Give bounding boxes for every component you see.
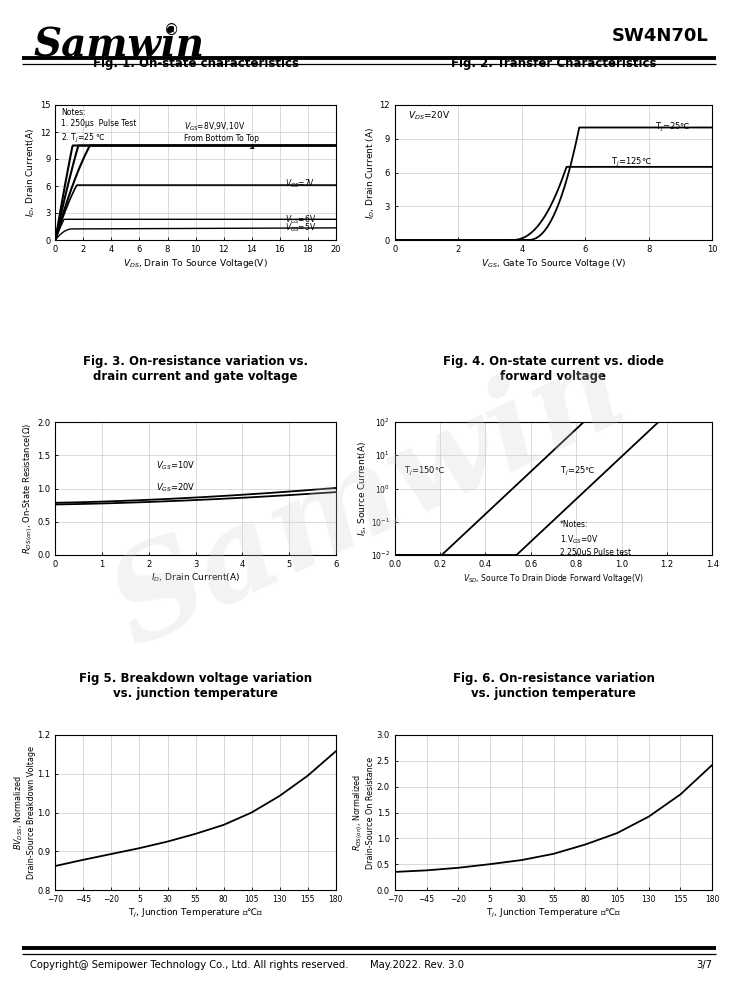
Text: $V_{GS}$=8V,9V,10V
From Bottom To Top: $V_{GS}$=8V,9V,10V From Bottom To Top (184, 121, 259, 148)
Text: 3/7: 3/7 (696, 960, 712, 970)
Text: ®: ® (164, 23, 179, 38)
Y-axis label: $I_D$, Drain Current(A): $I_D$, Drain Current(A) (24, 128, 37, 217)
X-axis label: $V_{DS}$, Drain To Source Voltage(V): $V_{DS}$, Drain To Source Voltage(V) (123, 257, 268, 270)
X-axis label: $V_{GS}$, Gate To Source Voltage (V): $V_{GS}$, Gate To Source Voltage (V) (481, 257, 626, 270)
Text: Fig 5. Breakdown voltage variation
vs. junction temperature: Fig 5. Breakdown voltage variation vs. j… (79, 672, 312, 700)
Text: T$_j$=25℃: T$_j$=25℃ (655, 121, 691, 134)
Text: $V_{GS}$=6V: $V_{GS}$=6V (286, 213, 317, 226)
Text: $V_{GS}$=10V: $V_{GS}$=10V (156, 459, 196, 472)
Text: Notes:
1. 250μs  Pulse Test
2. T$_j$=25 ℃: Notes: 1. 250μs Pulse Test 2. T$_j$=25 ℃ (61, 108, 137, 145)
Text: May.2022. Rev. 3.0: May.2022. Rev. 3.0 (370, 960, 464, 970)
Y-axis label: $I_S$, Source Current(A): $I_S$, Source Current(A) (357, 441, 370, 536)
Text: T$_j$=125℃: T$_j$=125℃ (610, 156, 652, 169)
Text: Fig. 1. On-state characteristics: Fig. 1. On-state characteristics (92, 57, 299, 70)
X-axis label: $I_D$, Drain Current(A): $I_D$, Drain Current(A) (151, 572, 240, 584)
Text: *Notes:
1.V$_{GS}$=0V
2.250uS Pulse test: *Notes: 1.V$_{GS}$=0V 2.250uS Pulse test (560, 520, 631, 557)
Y-axis label: $BV_{DSS}$, Normalized
Drain-Source Breakdown Voltage: $BV_{DSS}$, Normalized Drain-Source Brea… (13, 746, 36, 879)
X-axis label: T$_j$, Junction Temperature （℃）: T$_j$, Junction Temperature （℃） (486, 907, 621, 920)
Y-axis label: $R_{DS(on)}$, On-State Resistance(Ω): $R_{DS(on)}$, On-State Resistance(Ω) (21, 423, 35, 554)
X-axis label: T$_j$, Junction Temperature （℃）: T$_j$, Junction Temperature （℃） (128, 907, 263, 920)
Text: Fig. 2. Transfer Characteristics: Fig. 2. Transfer Characteristics (451, 57, 656, 70)
Y-axis label: $R_{DS(on)}$, Normalized
Drain-Source On Resistance: $R_{DS(on)}$, Normalized Drain-Source On… (351, 756, 376, 869)
Text: $V_{DS}$=20V: $V_{DS}$=20V (407, 109, 450, 122)
Y-axis label: $I_D$, Drain Current (A): $I_D$, Drain Current (A) (364, 126, 376, 219)
Text: SW4N70L: SW4N70L (612, 27, 708, 45)
Text: T$_j$=25℃: T$_j$=25℃ (560, 465, 596, 478)
Text: $V_{GS}$=20V: $V_{GS}$=20V (156, 482, 196, 494)
Text: T$_j$=150℃: T$_j$=150℃ (404, 465, 445, 478)
Text: Fig. 4. On-state current vs. diode
forward voltage: Fig. 4. On-state current vs. diode forwa… (443, 355, 664, 383)
X-axis label: $V_{SD}$, Source To Drain Diode Forward Voltage(V): $V_{SD}$, Source To Drain Diode Forward … (463, 572, 644, 585)
Text: $V_{GS}$=5V: $V_{GS}$=5V (286, 221, 317, 234)
Text: Samwin: Samwin (94, 329, 644, 671)
Text: Fig. 3. On-resistance variation vs.
drain current and gate voltage: Fig. 3. On-resistance variation vs. drai… (83, 355, 308, 383)
Text: Fig. 6. On-resistance variation
vs. junction temperature: Fig. 6. On-resistance variation vs. junc… (452, 672, 655, 700)
Text: Samwin: Samwin (33, 25, 204, 63)
Text: Copyright@ Semipower Technology Co., Ltd. All rights reserved.: Copyright@ Semipower Technology Co., Ltd… (30, 960, 348, 970)
Text: $V_{GS}$=7V: $V_{GS}$=7V (286, 178, 315, 190)
